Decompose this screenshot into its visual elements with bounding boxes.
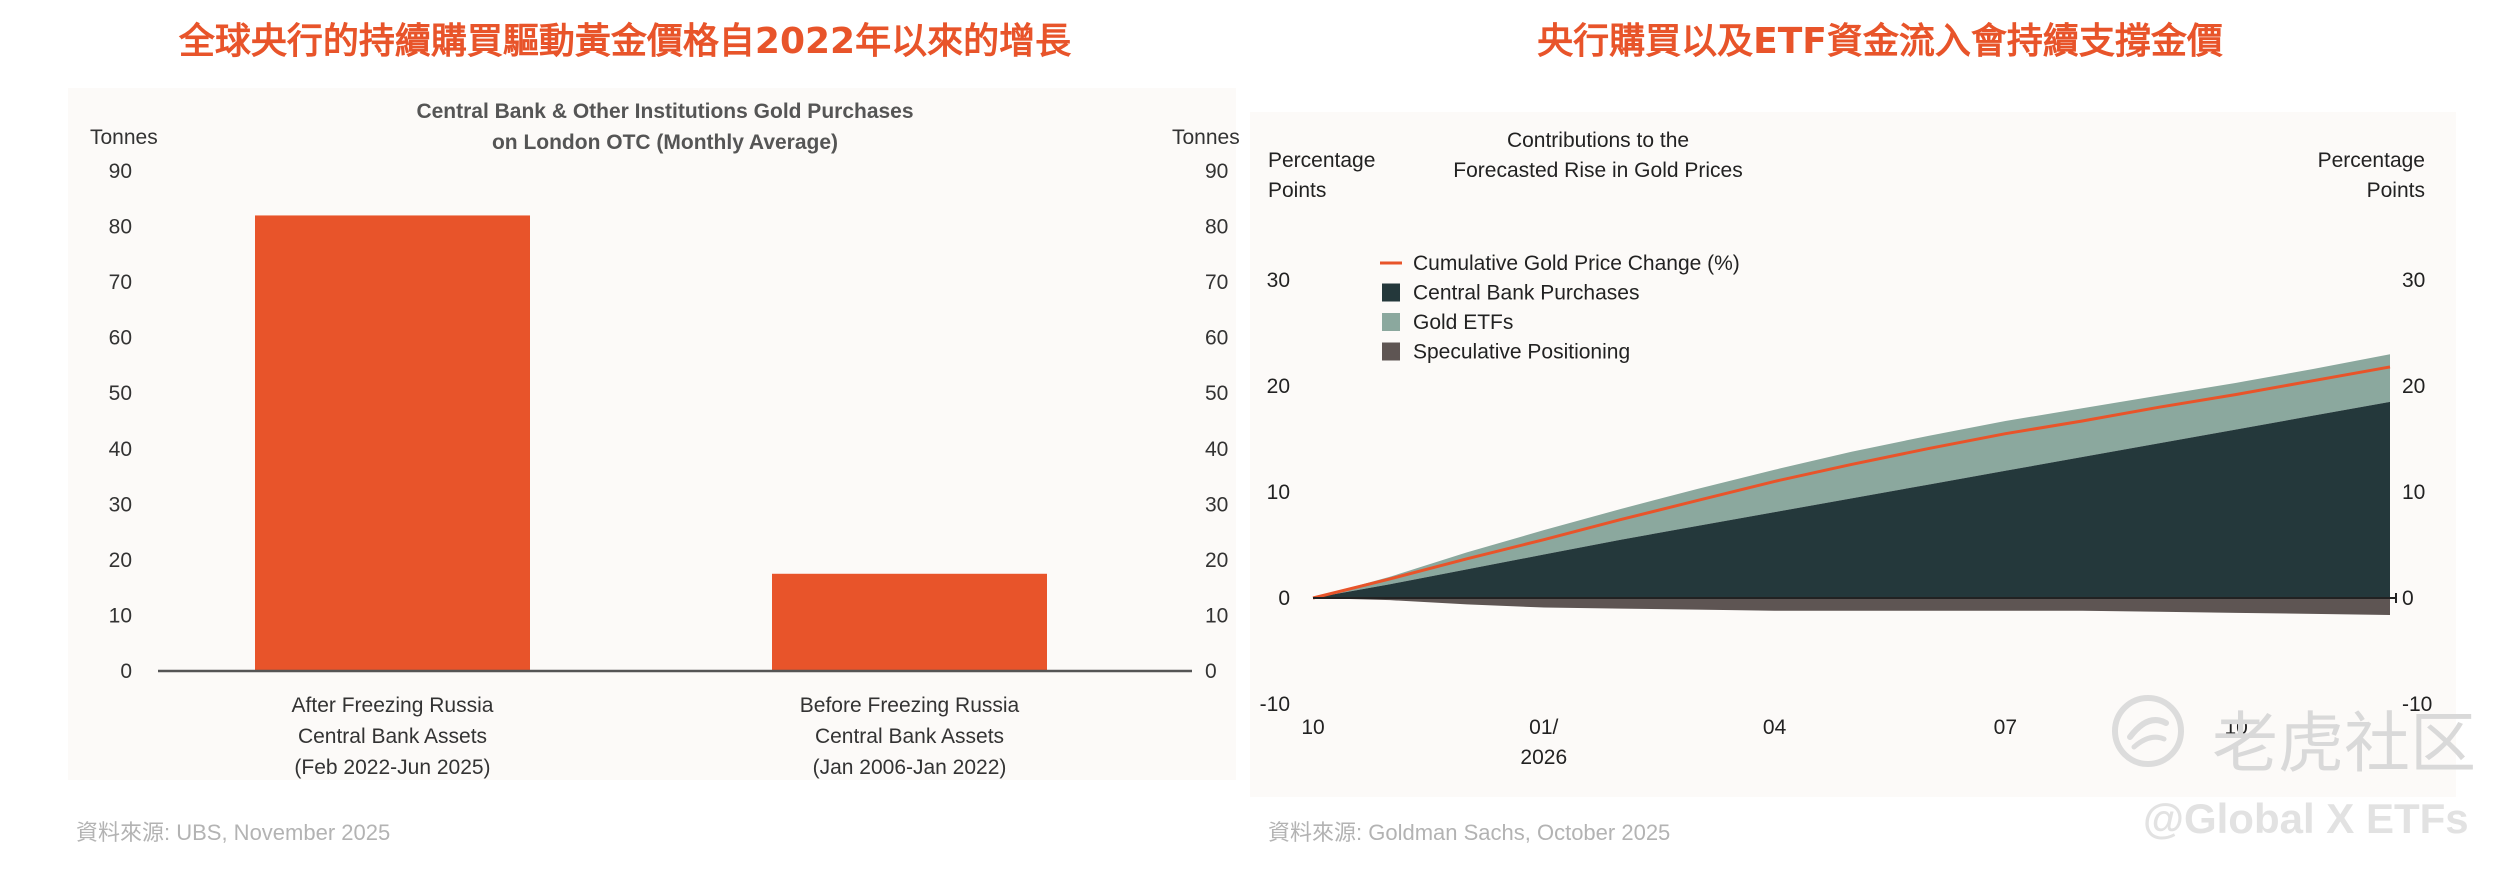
chart-title-line: on London OTC (Monthly Average) [492, 131, 838, 154]
x-category-label: Before Freezing Russia [800, 694, 1020, 717]
y-axis-label-right: Tonnes [1172, 126, 1240, 149]
watermark-handle: @Global X ETFs [2143, 795, 2469, 842]
y-tick-label-left: 30 [109, 493, 132, 516]
y-tick-label-right: 0 [2402, 587, 2414, 610]
y-tick-label-left: 10 [109, 604, 132, 627]
left-source-note: 資料來源: UBS, November 2025 [76, 820, 391, 845]
legend-label: Speculative Positioning [1413, 341, 1630, 364]
y-tick-label-left: 80 [109, 216, 132, 239]
y-tick-label-right: 90 [1205, 160, 1228, 183]
y-tick-label-left: 0 [1278, 587, 1290, 610]
legend-swatch [1382, 342, 1400, 361]
watermark-logo-text: 老虎社区 [2212, 705, 2476, 782]
y-tick-label-right: 50 [1205, 382, 1228, 405]
y-tick-label-left: 30 [1267, 269, 1290, 292]
cumulative-gold-price-line [1312, 365, 2391, 600]
x-tick-label: 01/ [1529, 716, 1558, 739]
y-axis-label-right: Percentage [2318, 149, 2425, 172]
central-bank-purchases-area [1313, 401, 2390, 598]
bar [255, 215, 530, 671]
legend-swatch [1382, 283, 1400, 302]
x-tick-label: 04 [1763, 716, 1787, 739]
y-tick-label-left: 70 [109, 271, 132, 294]
y-tick-label-right: 40 [1205, 438, 1228, 461]
left-panel-title: 全球央行的持續購買驅動黃金價格自2022年以來的增長 [178, 21, 1072, 62]
y-tick-label-right: 70 [1205, 271, 1228, 294]
y-axis-label-left: Points [1268, 179, 1326, 202]
speculative-positioning-area [1313, 598, 2390, 615]
y-tick-label-left: 60 [109, 327, 132, 350]
right-panel-title: 央行購買以及ETF資金流入會持續支撐金價 [1537, 21, 2223, 62]
y-tick-label-left: 40 [109, 438, 132, 461]
bar [772, 573, 1047, 671]
gold-price-contributions-area-chart: Contributions to the Forecasted Rise in G… [1260, 129, 2433, 769]
y-tick-label-right: 0 [1205, 660, 1217, 683]
y-tick-label-left: 10 [1267, 481, 1290, 504]
y-tick-label-right: 30 [1205, 493, 1228, 516]
chart-title-line: Central Bank & Other Institutions Gold P… [416, 100, 913, 123]
y-axis-label-left: Tonnes [90, 126, 158, 149]
right-source-note: 資料來源: Goldman Sachs, October 2025 [1268, 820, 1671, 845]
y-tick-label-left: 20 [1267, 375, 1290, 398]
y-tick-label-right: 80 [1205, 216, 1228, 239]
watermark-logo-icon [2112, 695, 2184, 767]
y-axis-label-left: Percentage [1268, 149, 1375, 172]
y-tick-label-right: 10 [1205, 604, 1228, 627]
y-tick-label-right: 20 [2402, 375, 2425, 398]
legend-label: Cumulative Gold Price Change (%) [1413, 252, 1740, 275]
x-category-label: After Freezing Russia [292, 694, 494, 717]
legend-label: Central Bank Purchases [1413, 282, 1639, 305]
y-tick-label-right: 20 [1205, 549, 1228, 572]
y-tick-label-left: 90 [109, 160, 132, 183]
y-tick-label-right: 10 [2402, 481, 2425, 504]
x-tick-label: 10 [2224, 716, 2247, 739]
x-category-label: Central Bank Assets [815, 725, 1004, 748]
x-category-label: (Jan 2006-Jan 2022) [813, 756, 1007, 779]
y-tick-label-right: -10 [2402, 693, 2432, 716]
y-tick-label-left: 50 [109, 382, 132, 405]
y-tick-label-left: 0 [120, 660, 132, 683]
y-tick-label-left: 20 [109, 549, 132, 572]
gold-purchases-bar-chart: Central Bank & Other Institutions Gold P… [90, 100, 1240, 779]
x-tick-label: 07 [1994, 716, 2017, 739]
legend-swatch [1382, 313, 1400, 331]
legend-label: Gold ETFs [1413, 311, 1513, 334]
x-category-label: Central Bank Assets [298, 725, 487, 748]
y-tick-label-right: 60 [1205, 327, 1228, 350]
y-tick-label-left: -10 [1260, 693, 1290, 716]
x-tick-sublabel: 2026 [1520, 746, 1567, 769]
y-tick-label-right: 30 [2402, 269, 2425, 292]
y-axis-label-right: Points [2367, 179, 2425, 202]
x-category-label: (Feb 2022-Jun 2025) [294, 756, 490, 779]
x-tick-label: 10 [1301, 716, 1324, 739]
chart-title-line: Forecasted Rise in Gold Prices [1453, 159, 1742, 182]
chart-title-line: Contributions to the [1507, 129, 1689, 152]
